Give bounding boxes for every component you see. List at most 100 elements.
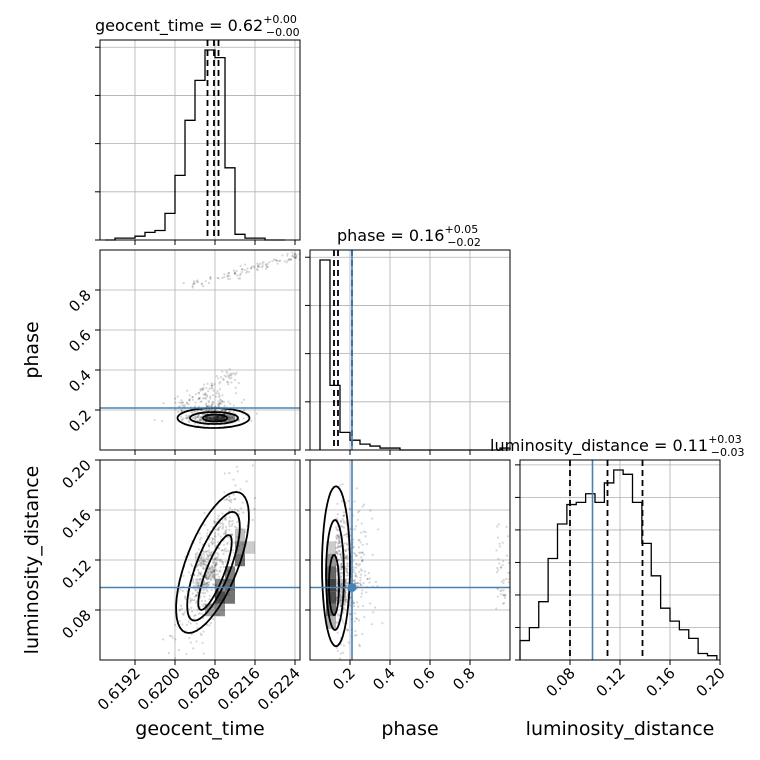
sample-point (336, 552, 339, 556)
sample-point (219, 402, 222, 405)
sample-point (279, 259, 282, 262)
tick-label: 0.16 (642, 664, 678, 700)
sample-point (291, 255, 294, 258)
sample-point (233, 271, 236, 274)
sample-point (243, 268, 246, 272)
sample-point (217, 575, 220, 578)
sample-point (199, 400, 202, 403)
sample-point (374, 606, 377, 609)
sample-point (342, 514, 346, 517)
sample-point (209, 277, 212, 281)
sample-point (218, 395, 221, 399)
sample-point (191, 286, 194, 289)
sample-point (235, 416, 238, 419)
sample-point (178, 608, 182, 611)
sample-point (251, 464, 255, 467)
sample-point (198, 572, 201, 575)
sample-point (286, 254, 289, 257)
sample-point (195, 594, 198, 597)
sample-point (204, 563, 207, 566)
sample-point (201, 409, 204, 413)
sample-point (233, 372, 236, 375)
sample-point (343, 598, 346, 601)
sample-point (225, 542, 229, 546)
sample-point (497, 523, 500, 526)
sample-point (214, 584, 217, 587)
sample-point (343, 603, 347, 607)
sample-point (224, 525, 228, 528)
sample-point (357, 582, 360, 585)
sample-point (150, 665, 152, 667)
sample-point (336, 533, 339, 537)
sample-point (334, 526, 338, 529)
sample-point (502, 593, 506, 596)
sample-point (340, 583, 343, 586)
sample-point (364, 535, 367, 538)
sample-point (339, 484, 342, 487)
sample-point (184, 595, 187, 598)
sample-point (204, 560, 207, 563)
sample-point (207, 417, 210, 420)
sample-point (234, 386, 237, 389)
sample-point (193, 584, 196, 588)
sample-point (209, 408, 213, 412)
sample-point (202, 630, 205, 633)
sample-point (206, 555, 209, 558)
sample-point (196, 608, 199, 611)
sample-point (215, 568, 218, 571)
sample-point (363, 615, 366, 619)
sample-point (195, 410, 198, 413)
sample-point (229, 410, 232, 413)
sample-point (357, 539, 360, 542)
sample-point (361, 558, 364, 561)
xlabel-phase: phase (381, 718, 438, 740)
sample-point (210, 384, 213, 388)
density-cell (235, 541, 245, 554)
sample-point (230, 498, 233, 501)
sample-point (227, 549, 230, 552)
sample-point (197, 571, 200, 574)
contour-line (186, 510, 241, 622)
sample-point (197, 612, 200, 615)
sample-point (203, 583, 206, 586)
sample-point (210, 564, 214, 567)
sample-point (228, 274, 231, 277)
sample-point (221, 522, 224, 525)
sample-point (212, 418, 215, 421)
sample-point (256, 265, 260, 269)
sample-point (223, 518, 226, 521)
sample-point (199, 419, 202, 422)
tick-label: 0.4 (369, 664, 399, 694)
sample-point (255, 268, 259, 271)
sample-point (212, 569, 215, 573)
sample-point (496, 536, 500, 539)
sample-point (213, 564, 217, 567)
sample-point (346, 582, 349, 585)
sample-point (190, 564, 194, 568)
sample-point (201, 591, 204, 595)
sample-point (221, 409, 224, 412)
sample-point (335, 546, 338, 550)
sample-point (346, 561, 349, 565)
sample-point (228, 499, 231, 502)
sample-point (204, 397, 207, 400)
sample-point (233, 417, 236, 420)
sample-point (215, 562, 218, 565)
sample-point (179, 588, 182, 591)
sample-point (339, 604, 342, 607)
sample-point (199, 573, 202, 576)
sample-point (185, 401, 189, 404)
sample-point (365, 591, 368, 594)
sample-point (245, 270, 249, 273)
sample-point (339, 541, 342, 544)
sample-point (355, 601, 359, 604)
sample-point (365, 542, 368, 546)
sample-point (502, 601, 506, 605)
sample-point (335, 517, 338, 520)
sample-point (245, 480, 248, 483)
tick-label: 0.8 (449, 664, 479, 694)
sample-point (360, 595, 363, 598)
sample-point (356, 518, 359, 522)
sample-point (202, 566, 205, 569)
sample-point (202, 552, 205, 555)
